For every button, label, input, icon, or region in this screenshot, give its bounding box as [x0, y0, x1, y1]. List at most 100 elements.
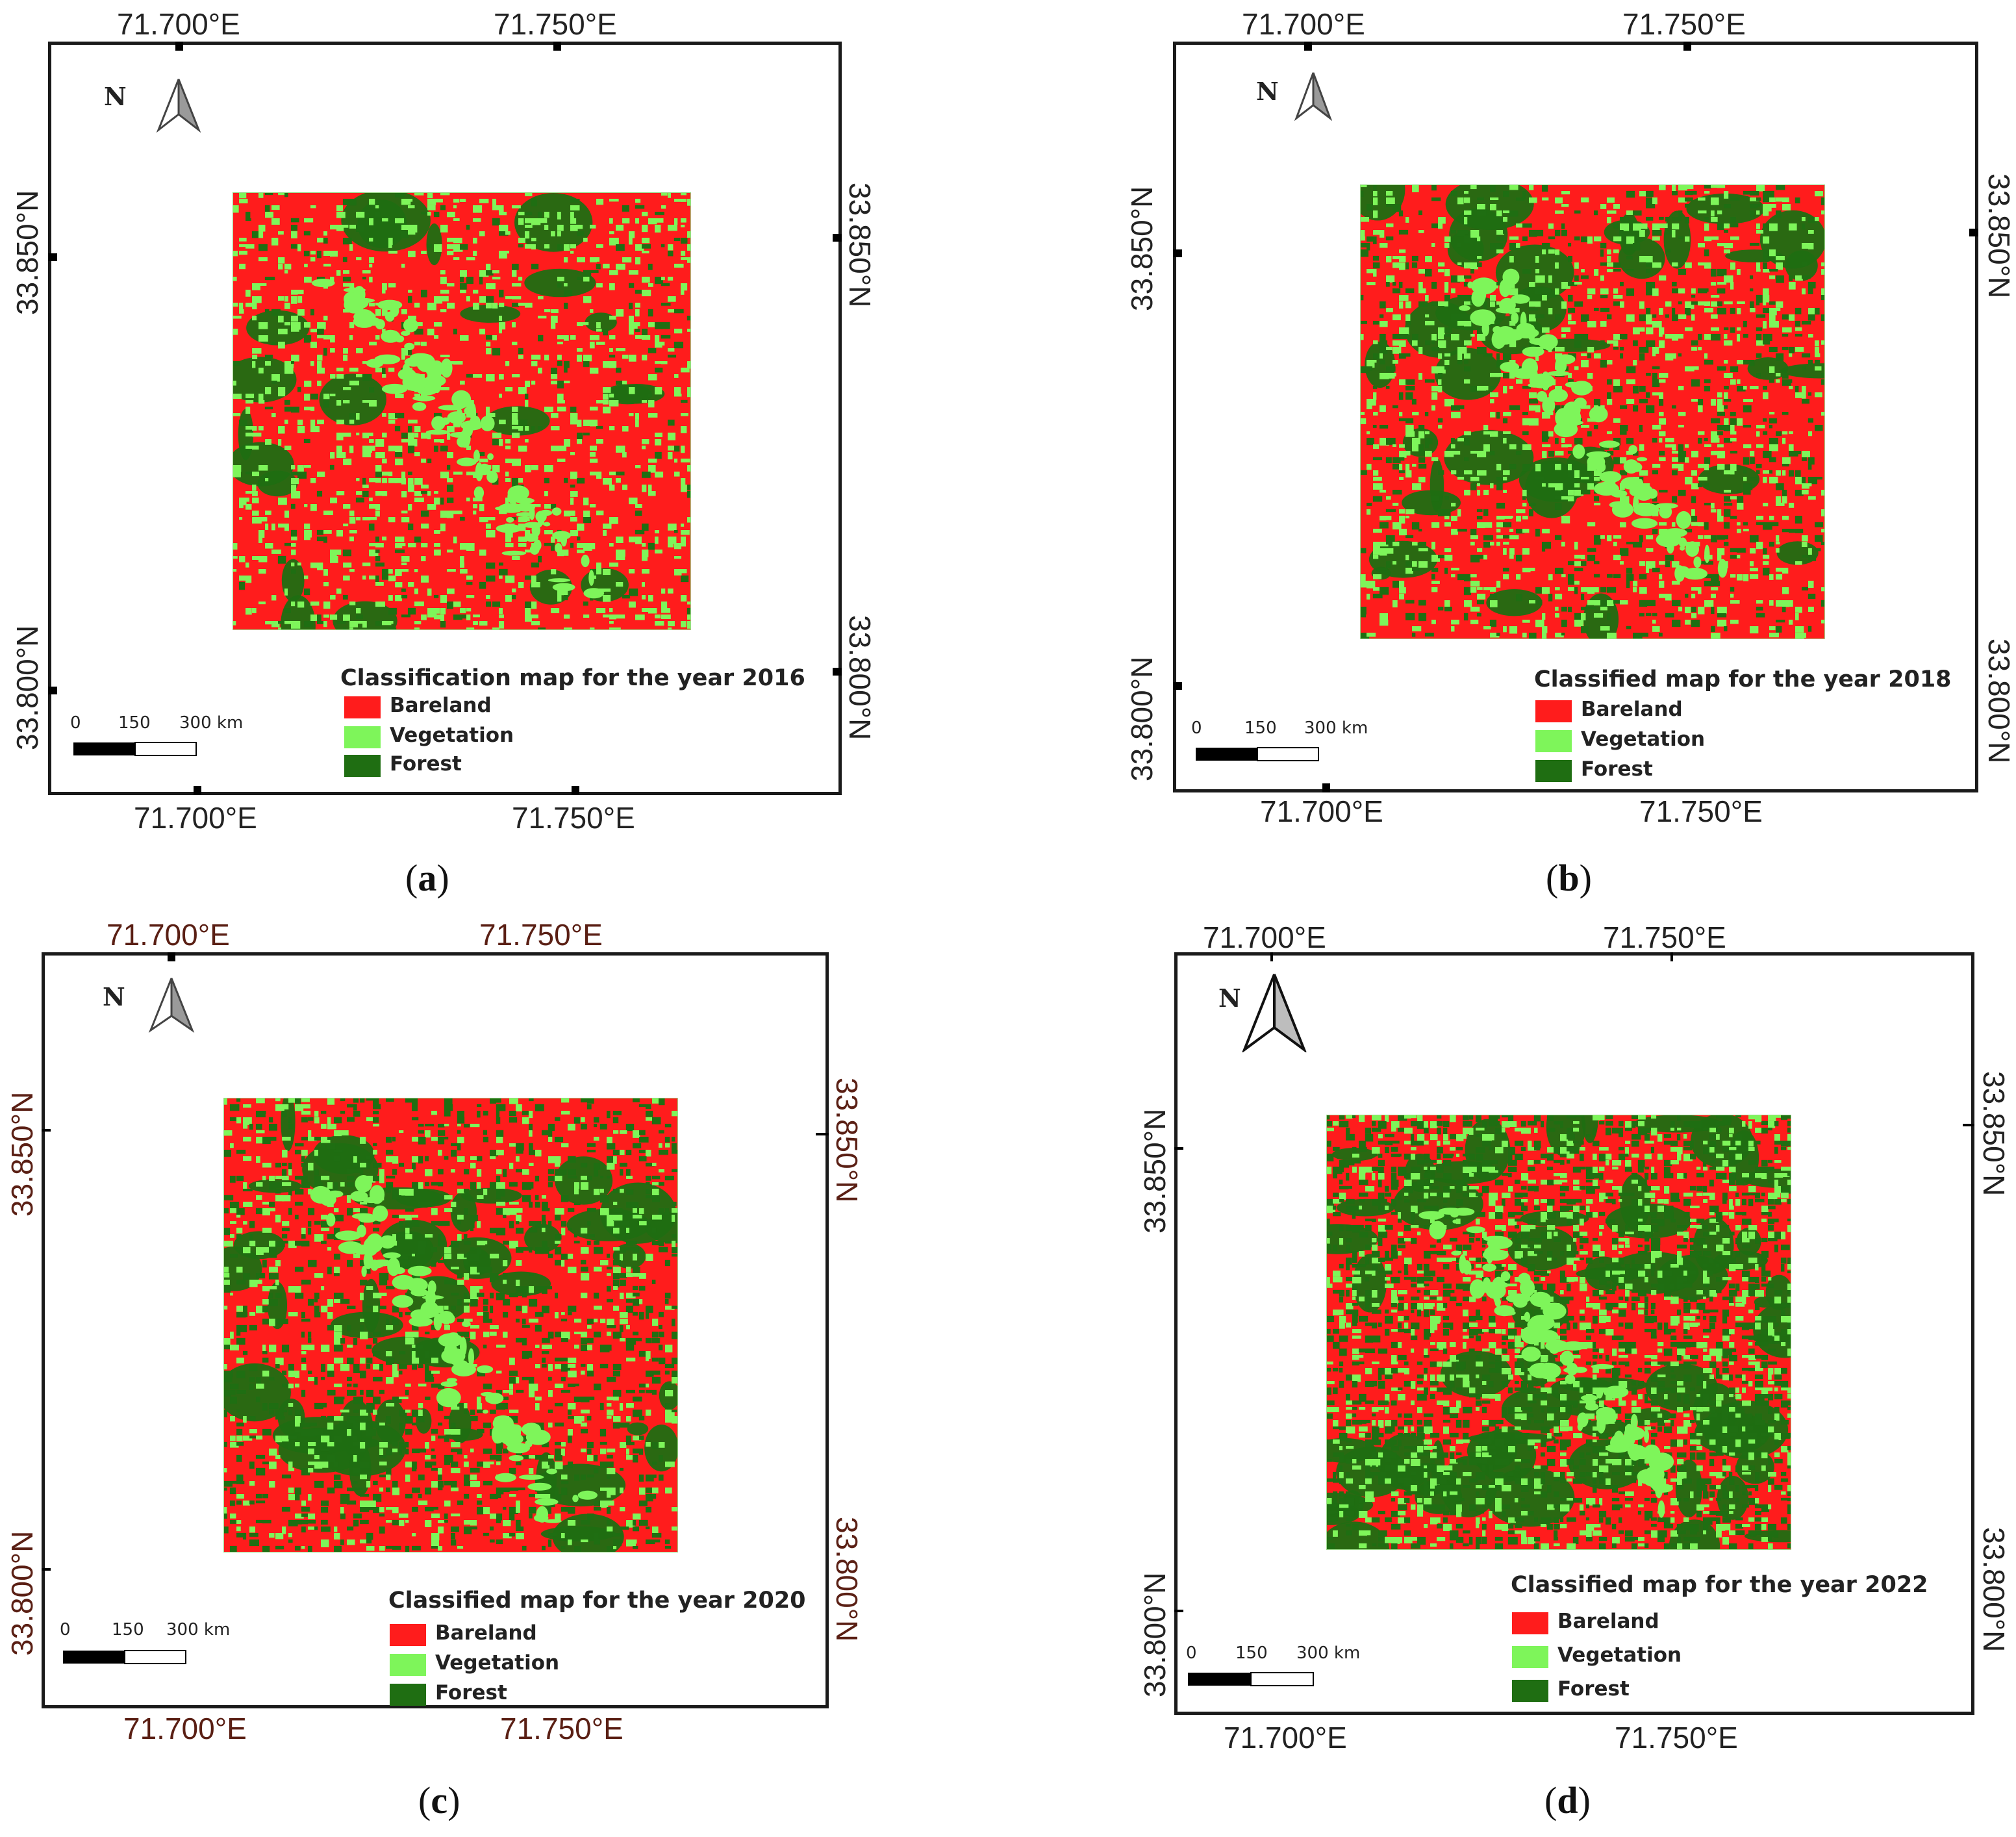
raster-cell: [288, 1494, 296, 1501]
raster-cell: [1607, 633, 1617, 639]
raster-cell: [1678, 301, 1682, 305]
raster-cell: [581, 1416, 585, 1422]
raster-cell: [518, 212, 525, 216]
raster-cell: [1607, 399, 1613, 405]
raster-cell: [577, 1490, 598, 1500]
raster-cell: [616, 537, 624, 543]
raster-cell: [1496, 581, 1501, 588]
raster-cell: [401, 589, 406, 592]
raster-cell: [327, 1325, 335, 1331]
raster-cell: [1821, 269, 1825, 275]
raster-cell: [408, 420, 418, 424]
raster-cell: [427, 205, 436, 210]
tick: [1969, 229, 1978, 236]
raster-cell: [1711, 327, 1720, 331]
raster-cell: [551, 374, 558, 379]
raster-cell: [308, 1228, 312, 1235]
raster-cell: [633, 1514, 641, 1520]
raster-cell: [594, 1189, 600, 1195]
raster-cell: [1704, 184, 1712, 189]
raster-cell: [1685, 197, 1693, 202]
raster-cell: [477, 1481, 481, 1486]
raster-cell: [262, 1546, 270, 1552]
raster-cell: [349, 537, 354, 542]
raster-cell: [626, 1273, 633, 1278]
raster-cell: [509, 1208, 517, 1215]
raster-cell: [353, 1416, 360, 1421]
raster-cell: [464, 1234, 468, 1240]
raster-cell: [1639, 444, 1644, 451]
raster-cell: [600, 1488, 609, 1491]
raster-cell: [1431, 386, 1440, 392]
raster-cell: [462, 1321, 471, 1328]
raster-cell: [1490, 587, 1496, 592]
raster-cell: [503, 1260, 508, 1267]
raster-cell: [574, 1182, 579, 1189]
raster-cell: [561, 1319, 568, 1322]
raster-cell: [401, 595, 408, 599]
raster-cell: [343, 595, 348, 600]
raster-cell: [542, 1221, 547, 1228]
raster-cell: [587, 1234, 595, 1237]
raster-cell: [574, 1345, 579, 1349]
raster-cell: [538, 335, 544, 342]
raster-cell: [1698, 438, 1702, 444]
raster-cell: [496, 1137, 503, 1143]
raster-cell: [464, 1306, 470, 1313]
raster-cell: [386, 1182, 394, 1189]
raster-cell: [1717, 559, 1728, 578]
raster-cell: [1711, 236, 1719, 240]
raster-cell: [516, 1221, 520, 1224]
raster-cell: [1652, 529, 1658, 535]
raster-cell: [564, 595, 568, 601]
raster-cell: [321, 1176, 330, 1180]
raster-cell: [1425, 438, 1433, 445]
raster-cell: [246, 563, 249, 568]
raster-cell: [1425, 379, 1435, 383]
raster-cell: [1704, 217, 1709, 220]
raster-cell: [427, 589, 432, 596]
raster-cell: [1711, 509, 1717, 513]
legend-label: Vegetation: [1581, 728, 1706, 751]
raster-cell: [581, 1117, 585, 1122]
raster-cell: [1802, 399, 1810, 404]
raster-cell: [512, 426, 520, 429]
raster-cell: [304, 530, 312, 538]
raster-cell: [1743, 334, 1748, 338]
raster-cell: [390, 304, 399, 317]
raster-cell: [271, 381, 277, 384]
raster-cell: [457, 1319, 464, 1323]
raster-cell: [613, 1247, 622, 1251]
raster-cell: [360, 1390, 364, 1395]
raster-cell: [555, 1247, 562, 1255]
raster-cell: [1548, 388, 1568, 402]
raster-cell: [535, 1364, 540, 1369]
raster-cell: [464, 1475, 470, 1482]
raster-cell: [551, 316, 558, 323]
raster-cell: [668, 251, 674, 257]
raster-cell: [457, 1215, 464, 1220]
raster-cell: [386, 1286, 395, 1289]
raster-cell: [505, 361, 510, 366]
raster-cell: [243, 1104, 251, 1108]
raster-cell: [301, 1156, 305, 1162]
raster-cell: [353, 1423, 359, 1429]
raster-cell: [373, 1377, 383, 1382]
raster-cell: [668, 524, 677, 531]
raster-cell: [1730, 600, 1740, 604]
raster-cell: [529, 1319, 538, 1323]
raster-cell: [1698, 347, 1702, 351]
raster-cell: [616, 614, 625, 619]
raster-cell: [1704, 544, 1710, 563]
raster-cell: [1561, 633, 1565, 636]
raster-cell: [271, 595, 277, 601]
raster-cell: [271, 238, 279, 246]
raster-cell: [362, 374, 372, 381]
raster-cell: [568, 1124, 575, 1131]
raster-cell: [590, 627, 595, 630]
raster-cell: [1542, 548, 1546, 552]
raster-cell: [327, 1488, 335, 1494]
raster-cell: [1808, 581, 1814, 589]
raster-cell: [620, 1442, 627, 1448]
raster-cell: [1652, 613, 1657, 616]
